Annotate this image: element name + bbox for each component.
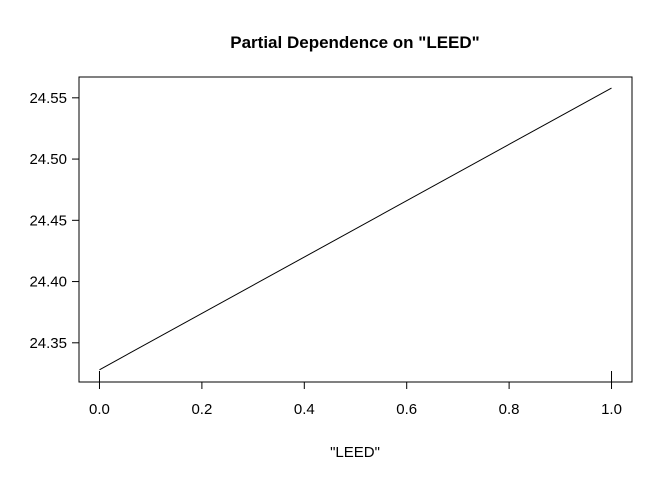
x-axis: 0.0 0.2 0.4 0.6 0.8 1.0	[89, 381, 622, 418]
y-tick-label: 24.45	[29, 212, 67, 229]
x-tick-label: 0.2	[191, 401, 212, 418]
x-tick-label: 0.4	[294, 401, 315, 418]
y-tick-label: 24.55	[29, 90, 67, 107]
y-tick-label: 24.40	[29, 274, 67, 291]
y-tick-label: 24.35	[29, 335, 67, 352]
rug-marks	[98, 371, 613, 382]
chart-title: Partial Dependence on "LEED"	[230, 33, 479, 52]
series-group	[99, 87, 612, 371]
x-tick-label: 0.6	[396, 401, 417, 418]
y-tick-label: 24.50	[29, 151, 67, 168]
y-axis: 24.35 24.40 24.45 24.50 24.55	[29, 90, 80, 352]
x-tick-label: 0.0	[89, 401, 110, 418]
x-tick-label: 1.0	[601, 401, 622, 418]
x-axis-label: "LEED"	[330, 444, 380, 461]
series-line	[99, 87, 612, 371]
x-tick-label: 0.8	[499, 401, 520, 418]
